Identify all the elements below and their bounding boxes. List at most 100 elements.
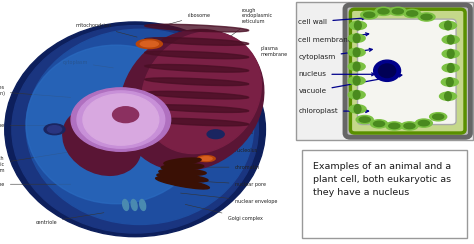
Ellipse shape: [439, 21, 456, 30]
FancyBboxPatch shape: [357, 19, 456, 124]
Ellipse shape: [442, 36, 459, 44]
Ellipse shape: [447, 35, 454, 44]
Ellipse shape: [159, 169, 206, 175]
Ellipse shape: [404, 9, 421, 18]
Text: smooth
endoplasmic
reticulum: smooth endoplasmic reticulum: [0, 152, 71, 173]
FancyBboxPatch shape: [345, 5, 470, 137]
Text: chloroplast: chloroplast: [299, 108, 369, 114]
Ellipse shape: [157, 173, 208, 182]
Ellipse shape: [197, 156, 215, 162]
Ellipse shape: [359, 117, 370, 122]
Text: nuclear pore: nuclear pore: [190, 181, 265, 187]
Ellipse shape: [445, 92, 451, 101]
Ellipse shape: [354, 105, 361, 113]
Ellipse shape: [353, 62, 360, 71]
Ellipse shape: [364, 12, 375, 18]
Text: ribosome: ribosome: [166, 13, 210, 25]
Ellipse shape: [136, 39, 162, 49]
Text: mitochondrion: mitochondrion: [75, 23, 137, 37]
Ellipse shape: [361, 11, 378, 19]
Circle shape: [379, 64, 396, 78]
Text: centriole: centriole: [35, 213, 104, 224]
Ellipse shape: [77, 91, 165, 148]
Ellipse shape: [447, 78, 453, 86]
Text: rough
endoplasmic
reticulum: rough endoplasmic reticulum: [228, 8, 273, 39]
Ellipse shape: [26, 45, 206, 204]
Ellipse shape: [63, 108, 141, 175]
Ellipse shape: [131, 200, 137, 210]
Ellipse shape: [123, 200, 128, 210]
Text: nuclear envelope: nuclear envelope: [181, 193, 277, 204]
Ellipse shape: [442, 64, 459, 72]
Ellipse shape: [145, 24, 249, 32]
Ellipse shape: [145, 38, 249, 45]
Text: plasma
membrane: plasma membrane: [242, 46, 288, 66]
Ellipse shape: [418, 121, 429, 126]
Text: nucleus: nucleus: [209, 131, 254, 135]
Ellipse shape: [145, 64, 249, 72]
Text: cytoplasm: cytoplasm: [62, 60, 113, 68]
Ellipse shape: [12, 26, 258, 233]
Ellipse shape: [433, 114, 444, 119]
Ellipse shape: [421, 14, 432, 20]
Ellipse shape: [407, 11, 418, 16]
Ellipse shape: [26, 29, 254, 224]
Circle shape: [207, 130, 224, 139]
Ellipse shape: [71, 88, 171, 151]
Ellipse shape: [348, 77, 365, 85]
Ellipse shape: [418, 13, 435, 21]
Text: microtubules
(part of cytoskeleton): microtubules (part of cytoskeleton): [0, 85, 71, 97]
FancyBboxPatch shape: [350, 9, 465, 133]
Ellipse shape: [386, 122, 403, 130]
Ellipse shape: [447, 49, 454, 58]
Ellipse shape: [353, 34, 360, 43]
Ellipse shape: [348, 34, 365, 42]
Text: Golgi complex: Golgi complex: [185, 204, 263, 221]
Text: nucleolus: nucleolus: [202, 148, 258, 152]
Ellipse shape: [353, 91, 360, 99]
Ellipse shape: [155, 177, 210, 189]
Ellipse shape: [389, 7, 406, 15]
Ellipse shape: [142, 32, 261, 153]
Text: cytoplasm: cytoplasm: [299, 48, 372, 60]
Ellipse shape: [348, 48, 365, 56]
Text: vacuole: vacuole: [299, 74, 402, 94]
Ellipse shape: [389, 123, 400, 129]
Ellipse shape: [349, 105, 366, 113]
Ellipse shape: [200, 157, 212, 161]
FancyBboxPatch shape: [302, 150, 467, 238]
Ellipse shape: [140, 200, 146, 210]
Circle shape: [44, 124, 65, 135]
Ellipse shape: [145, 105, 249, 112]
Circle shape: [374, 60, 401, 81]
Text: lysosome: lysosome: [0, 123, 71, 128]
Ellipse shape: [5, 22, 265, 237]
Ellipse shape: [442, 50, 459, 58]
Ellipse shape: [429, 113, 447, 121]
Ellipse shape: [112, 107, 138, 123]
Text: Examples of an animal and a
plant cell, both eukaryotic as
they have a nucleus: Examples of an animal and a plant cell, …: [313, 162, 451, 197]
Ellipse shape: [404, 123, 415, 129]
Ellipse shape: [349, 21, 366, 30]
Ellipse shape: [145, 78, 249, 86]
Ellipse shape: [447, 63, 454, 72]
Ellipse shape: [145, 118, 249, 126]
Ellipse shape: [441, 78, 458, 86]
Ellipse shape: [375, 7, 392, 15]
Ellipse shape: [348, 62, 365, 71]
Ellipse shape: [392, 9, 403, 14]
Ellipse shape: [164, 158, 201, 165]
Ellipse shape: [161, 164, 204, 170]
Ellipse shape: [83, 94, 159, 145]
Circle shape: [47, 126, 62, 133]
Ellipse shape: [353, 48, 360, 57]
Ellipse shape: [378, 9, 389, 14]
Ellipse shape: [140, 41, 158, 47]
Ellipse shape: [145, 51, 249, 59]
Text: nucleus: nucleus: [299, 71, 374, 77]
Ellipse shape: [415, 119, 432, 127]
Ellipse shape: [355, 21, 361, 30]
Text: cell membrane: cell membrane: [299, 33, 369, 43]
Text: cell wall: cell wall: [299, 17, 365, 25]
Text: free ribosome: free ribosome: [0, 182, 71, 187]
